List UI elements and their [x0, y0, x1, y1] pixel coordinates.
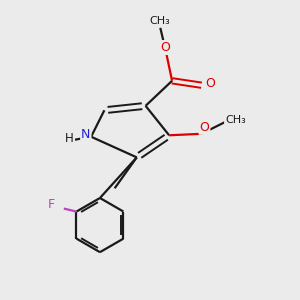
Text: CH₃: CH₃ [149, 16, 170, 26]
Text: F: F [47, 198, 54, 211]
Text: O: O [160, 41, 170, 54]
Text: O: O [200, 121, 209, 134]
Text: H: H [65, 132, 74, 145]
Text: CH₃: CH₃ [225, 115, 246, 125]
Text: O: O [205, 77, 215, 90]
Text: N: N [81, 128, 91, 141]
